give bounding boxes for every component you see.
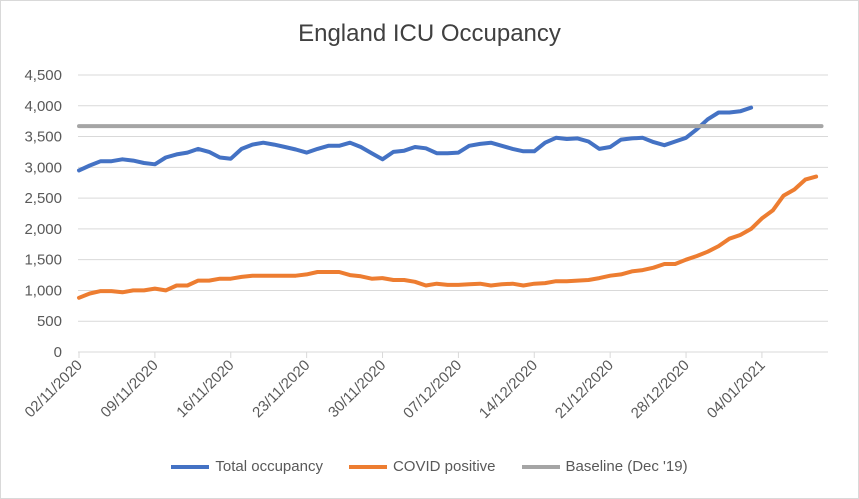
y-tick-label: 0	[54, 344, 62, 361]
y-tick-label: 2,500	[24, 190, 62, 207]
legend-item-covid: COVID positive	[348, 458, 496, 475]
legend-label-covid: COVID positive	[392, 458, 496, 475]
y-tick-label: 4,500	[24, 67, 62, 84]
legend-swatch-covid	[348, 464, 387, 469]
legend: Total occupancy COVID positive Baseline …	[0, 458, 859, 475]
series-line-total-occupancy	[77, 105, 754, 173]
y-tick-label: 3,000	[24, 159, 62, 176]
chart-title: England ICU Occupancy	[298, 20, 561, 47]
y-tick-label: 2,000	[24, 221, 62, 238]
x-tick-label: 14/12/2020	[476, 357, 541, 422]
x-tick-label: 07/12/2020	[400, 357, 465, 422]
legend-label-total: Total occupancy	[215, 458, 323, 475]
x-tick-label: 30/11/2020	[325, 357, 389, 421]
y-tick-label: 1,500	[24, 252, 62, 269]
series-line-covid-positive	[77, 174, 819, 300]
legend-swatch-baseline	[521, 464, 560, 469]
x-tick-label: 28/12/2020	[628, 357, 693, 422]
legend-swatch-total	[171, 464, 210, 469]
y-tick-label: 4,000	[24, 98, 62, 115]
y-tick-label: 500	[37, 313, 62, 330]
y-tick-label: 3,500	[24, 129, 62, 146]
x-tick-label: 04/01/2021	[704, 357, 769, 422]
x-tick-label: 23/11/2020	[249, 357, 313, 421]
y-tick-label: 1,000	[24, 282, 62, 299]
x-tick-label: 16/11/2020	[173, 357, 237, 421]
legend-item-baseline: Baseline (Dec '19)	[521, 458, 688, 475]
x-tick-label: 09/11/2020	[97, 357, 161, 421]
x-tick-label: 02/11/2020	[22, 357, 86, 421]
legend-label-baseline: Baseline (Dec '19)	[565, 458, 688, 475]
legend-item-total: Total occupancy	[171, 458, 323, 475]
x-tick-label: 21/12/2020	[552, 357, 617, 422]
